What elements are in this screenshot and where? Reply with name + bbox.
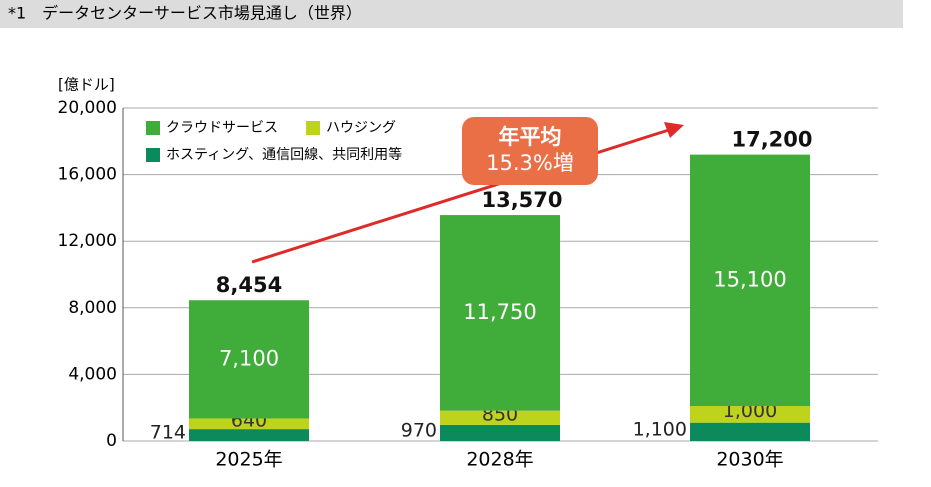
legend-swatch: [146, 121, 160, 135]
header-title: *1 データセンターサービス市場見通し（世界）: [8, 4, 362, 23]
bar-segment: [440, 424, 560, 441]
value-label: 11,750: [463, 300, 536, 324]
y-tick-label: 20,000: [58, 98, 117, 118]
value-label: 15,100: [713, 267, 786, 291]
total-label: 17,200: [731, 128, 812, 152]
arrow-head: [664, 122, 684, 138]
value-label: 714: [150, 422, 186, 444]
bar-segment: [189, 429, 309, 441]
bar-segment: [690, 154, 810, 407]
x-tick-label: 2030年: [716, 449, 783, 471]
growth-arrow: [251, 127, 673, 264]
bar-segment: [189, 418, 309, 430]
y-tick-label: 0: [106, 431, 117, 451]
legend-swatch: [146, 148, 160, 162]
bar-segment: [440, 410, 560, 425]
annotation-text: 年平均: [499, 125, 562, 149]
total-label: 8,454: [216, 273, 282, 297]
bar-segment: [440, 215, 560, 411]
bar-segment: [690, 422, 810, 441]
y-unit: [億ドル]: [58, 76, 115, 94]
x-tick-label: 2028年: [466, 449, 533, 471]
annotation-box: [462, 117, 598, 185]
y-tick-label: 4,000: [68, 364, 117, 384]
x-tick-label: 2025年: [215, 449, 282, 471]
y-tick-label: 16,000: [58, 165, 117, 185]
bar-segment: [189, 300, 309, 419]
value-label: 7,100: [219, 346, 279, 370]
legend-swatch: [306, 121, 320, 135]
value-label: 1,100: [633, 418, 687, 440]
legend-label: ホスティング、通信回線、共同利用等: [166, 146, 402, 163]
total-label: 13,570: [481, 188, 562, 212]
value-label: 970: [401, 419, 437, 441]
header-bar: [0, 0, 903, 28]
y-tick-label: 8,000: [68, 298, 117, 318]
annotation-text: 15.3%増: [486, 151, 574, 175]
legend-label: ハウジング: [326, 120, 396, 136]
bar-segment: [690, 406, 810, 423]
legend-label: クラウドサービス: [166, 120, 278, 136]
y-tick-label: 12,000: [58, 231, 117, 251]
